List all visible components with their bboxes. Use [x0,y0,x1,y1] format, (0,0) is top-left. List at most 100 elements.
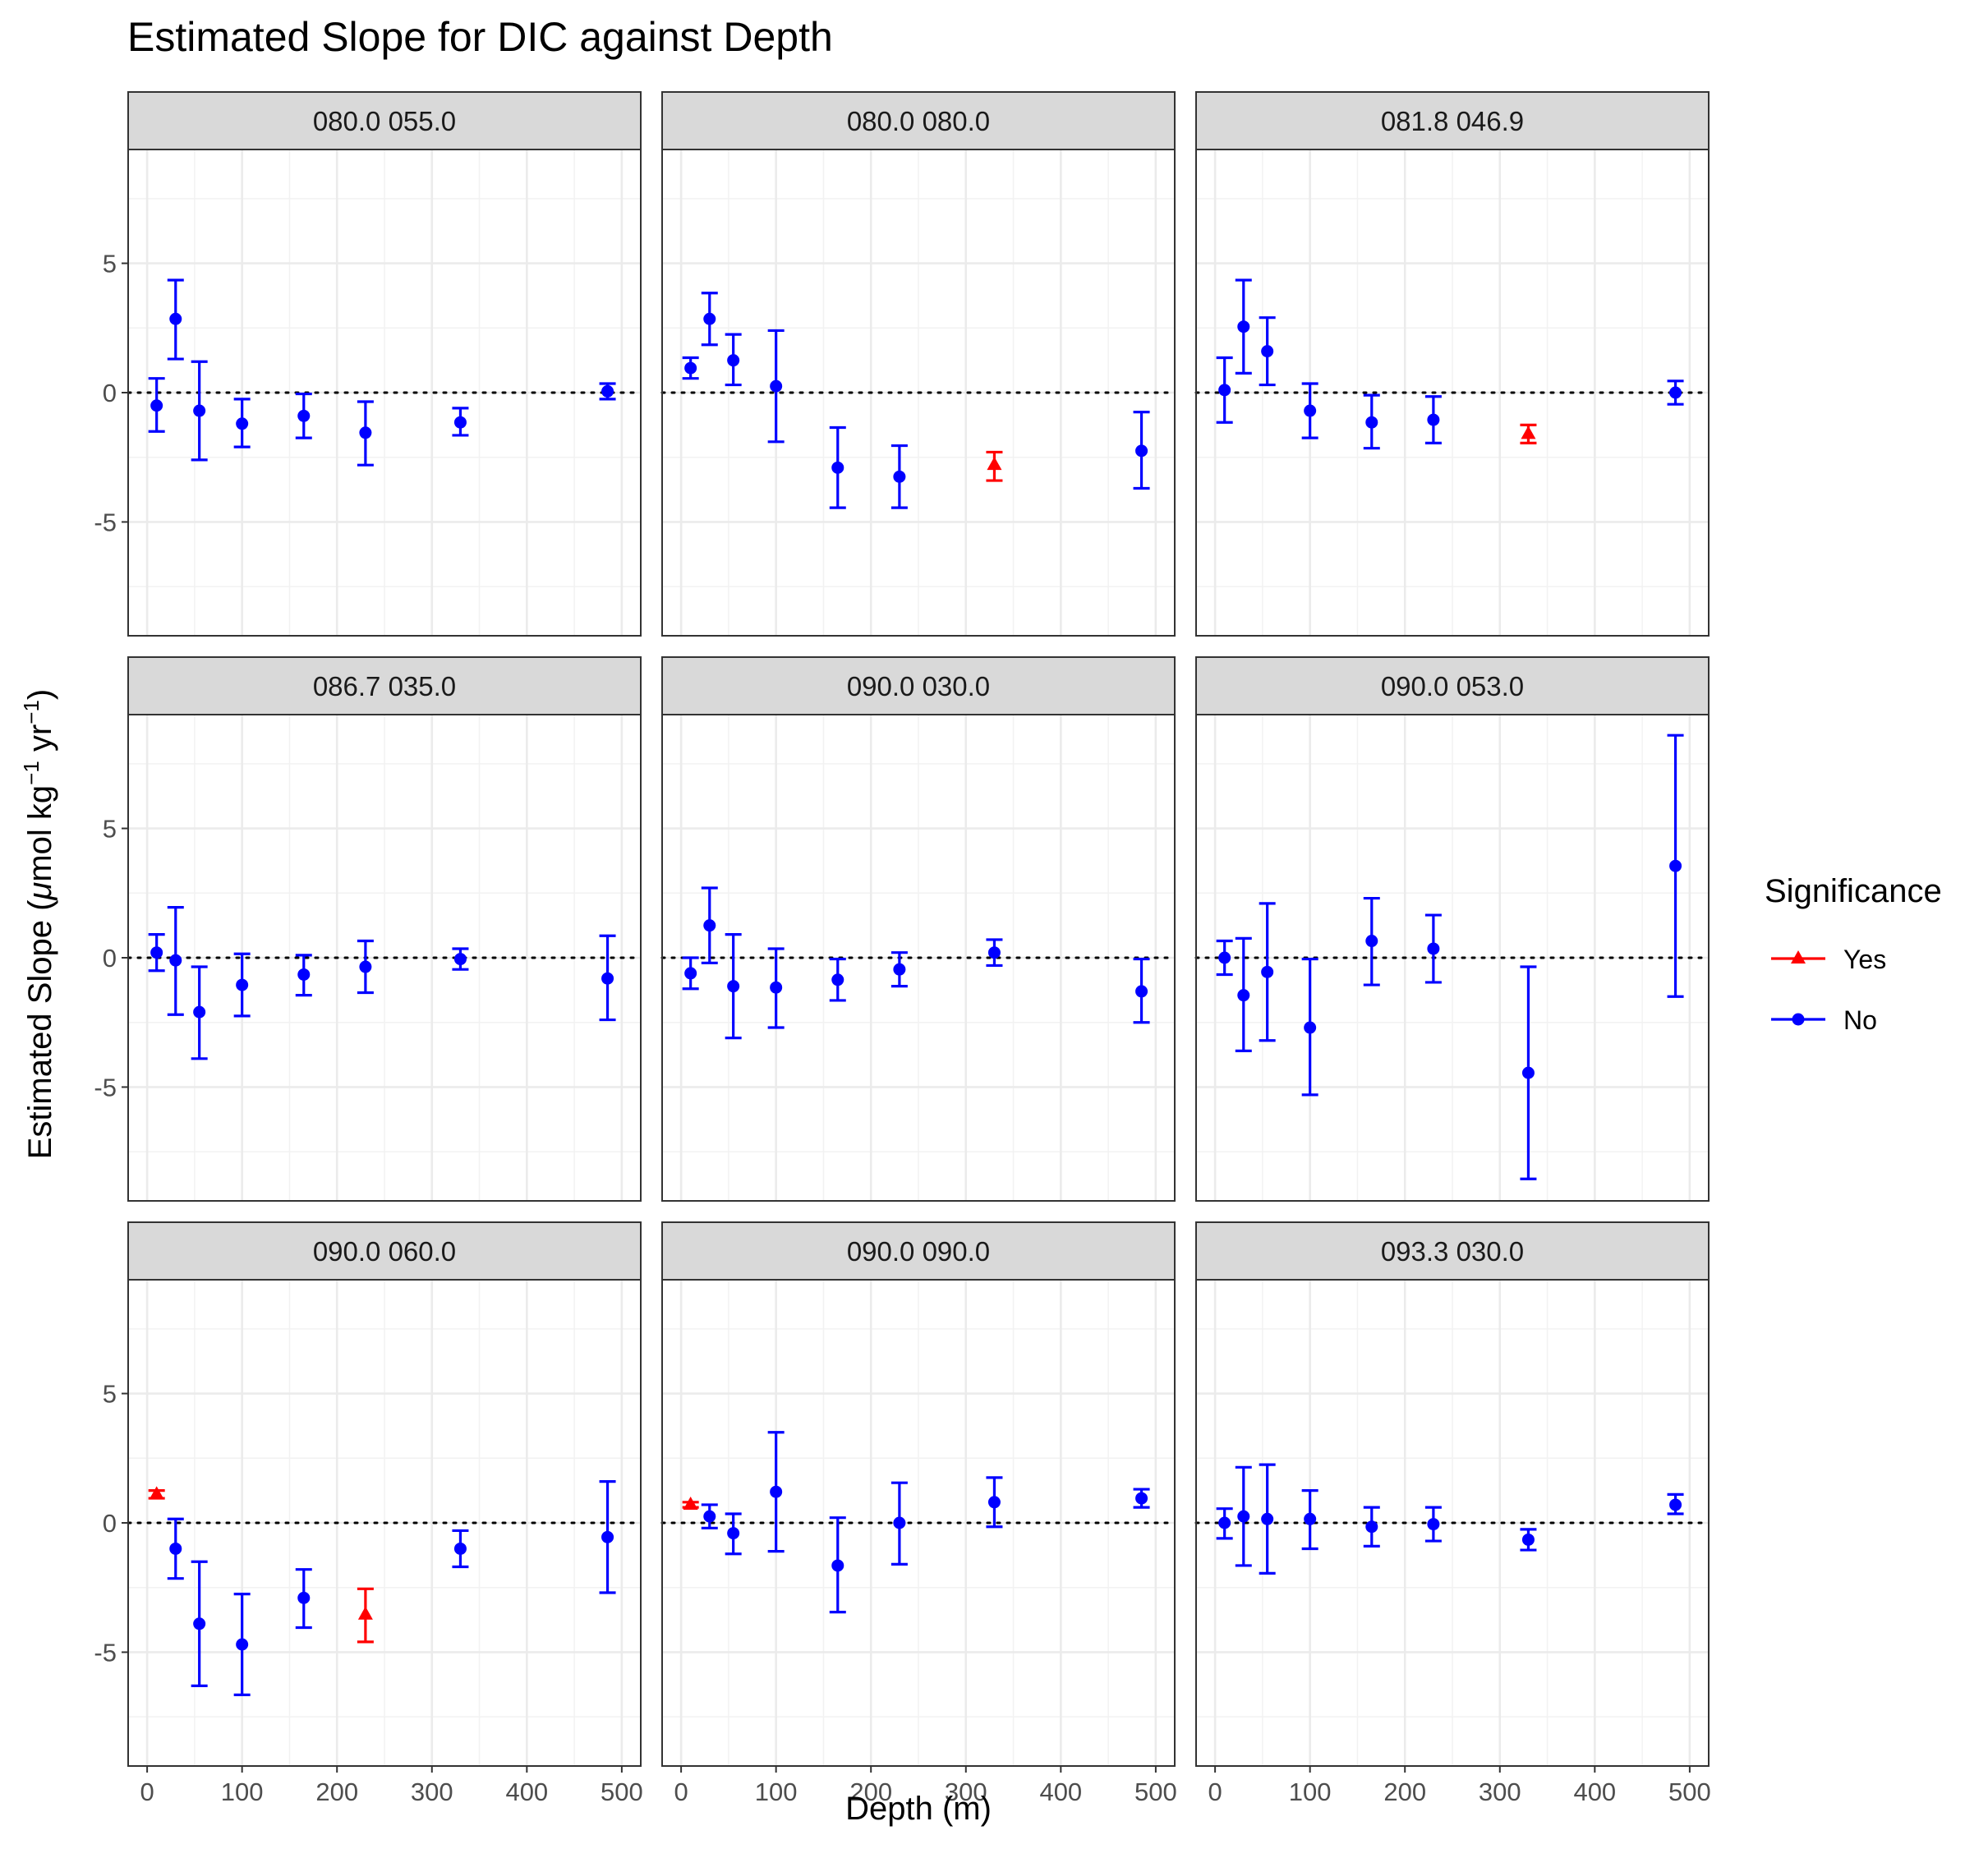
point-marker-circle [1237,320,1250,333]
panel-border [1195,714,1710,1202]
point-marker-circle [297,1591,311,1604]
data-point [1520,423,1537,445]
point-marker-circle [1521,1066,1535,1079]
point-marker-circle [1218,951,1231,964]
y-tick-label: -5 [94,1638,117,1667]
point-marker-circle [193,1617,206,1630]
point-marker-circle [169,1542,182,1555]
point-marker-circle [987,1496,1001,1509]
data-point [725,333,742,387]
x-tick-label: 0 [1208,1778,1222,1806]
data-point [1259,1463,1276,1575]
data-point [1301,1489,1318,1551]
y-tick-label: 0 [103,379,117,407]
x-tick-label: 200 [315,1778,358,1806]
data-point [890,951,908,988]
y-tick-label: 5 [103,1380,117,1409]
legend-entry: Yes [1771,945,1886,974]
data-point [599,934,616,1022]
point-marker-circle [727,980,740,993]
data-point [452,407,469,437]
data-point [1259,902,1276,1042]
data-point [986,1476,1003,1529]
point-marker-triangle [1521,425,1536,439]
legend-label: Yes [1843,945,1886,974]
data-point [1235,936,1252,1052]
point-marker-circle [770,379,783,393]
x-tick-label: 500 [601,1778,643,1806]
legend-entry: No [1771,1005,1877,1035]
panel-border [661,714,1176,1202]
data-point [829,1516,846,1614]
data-point [191,1560,208,1687]
point-marker-circle [1304,1512,1317,1525]
data-point [767,329,785,444]
point-marker-circle [893,470,906,483]
data-point [452,1529,469,1569]
y-tick-label: 0 [103,1509,117,1538]
point-marker-circle [1218,384,1231,397]
data-point [725,933,742,1040]
y-tick-label: -5 [94,508,117,536]
legend-title: Significance [1765,873,1942,909]
point-marker-circle [193,404,206,417]
data-point [1235,278,1252,375]
legend-label: No [1843,1005,1877,1035]
data-point [1363,393,1380,450]
point-marker-circle [831,1559,844,1572]
point-marker-circle [1135,985,1148,998]
x-tick-label: 300 [411,1778,453,1806]
data-point [599,1480,616,1594]
data-point [701,1503,718,1529]
data-point [599,382,616,401]
data-point [986,450,1003,482]
x-tick-label: 0 [674,1778,688,1806]
data-point [1216,1507,1233,1540]
x-tick-label: 500 [1668,1778,1711,1806]
facet-label: 090.0 090.0 [847,1236,990,1267]
data-point [1667,379,1684,406]
point-marker-circle [193,1005,206,1019]
point-marker-circle [601,972,614,985]
point-marker-circle [703,312,716,325]
facet-label: 090.0 030.0 [847,671,990,701]
data-point [357,400,374,467]
data-point [295,1568,312,1630]
facet-strip [661,1221,1176,1281]
data-point [148,1486,165,1500]
data-point [1133,957,1150,1024]
point-marker-circle [297,968,311,981]
facet-label: 093.3 030.0 [1381,1236,1524,1267]
point-marker-circle [770,1485,783,1498]
facet-panel: 090.0 030.0 [660,656,1176,1202]
chart-title: Estimated Slope for DIC against Depth [127,14,833,60]
point-marker-circle [359,960,372,973]
point-marker-circle [893,963,906,976]
point-marker-circle [169,312,182,325]
data-point [890,444,908,509]
point-marker-circle [684,967,697,980]
data-point [767,1431,785,1553]
facet-panel: 080.0 055.0 5 0 -5 [94,91,642,637]
data-point [1520,965,1537,1180]
x-tick-label: 400 [1573,1778,1616,1806]
point-marker-circle [453,1542,467,1555]
facet-panel: 093.3 030.0 0 100 200 300 400 500 [1194,1221,1711,1806]
point-marker-circle [727,1527,740,1540]
facet-strip [127,656,642,715]
point-marker-circle [1237,1510,1250,1523]
legend-key-triangle [1791,950,1806,963]
data-point [1667,734,1684,998]
facet-label: 081.8 046.9 [1381,106,1524,136]
point-marker-circle [1261,1512,1274,1525]
facet-panel: 080.0 080.0 [660,91,1176,637]
panel-border [661,149,1176,637]
y-tick-label: 0 [103,944,117,973]
panel-border [1195,149,1710,637]
point-marker-circle [684,361,697,375]
data-point [295,392,312,439]
x-tick-label: 300 [945,1778,987,1806]
facet-label: 090.0 060.0 [313,1236,456,1267]
x-tick-label: 300 [1479,1778,1521,1806]
